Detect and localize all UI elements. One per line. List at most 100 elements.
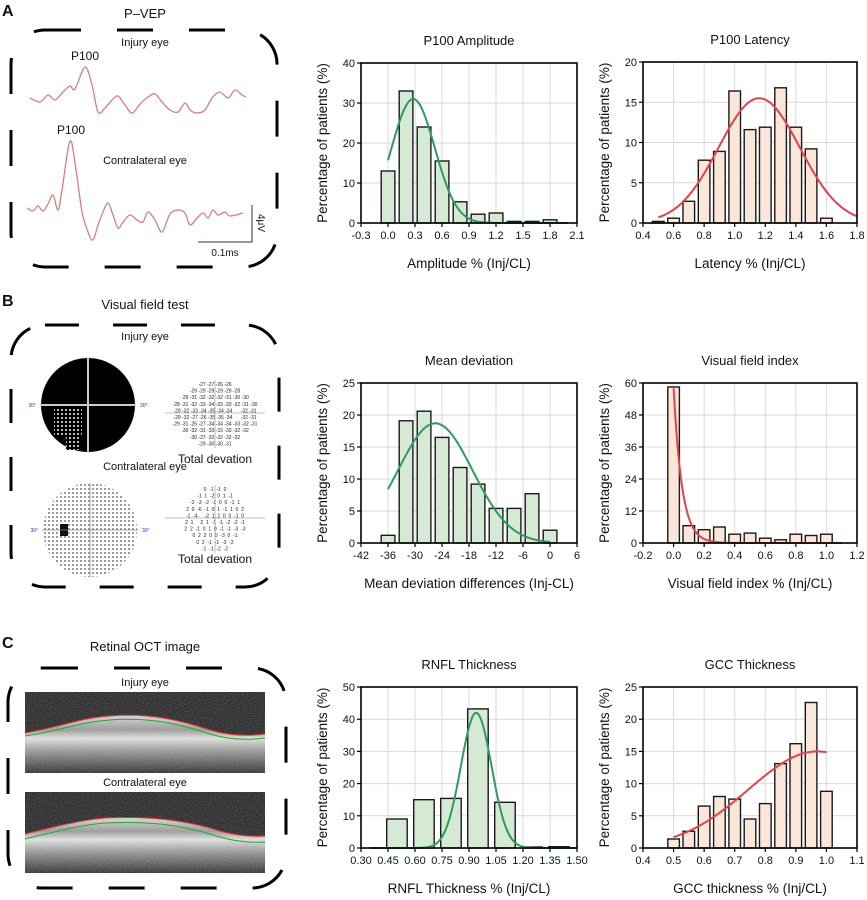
bar xyxy=(728,533,742,544)
vf-degree-label: 30° xyxy=(140,403,148,409)
chart-title: P100 Amplitude xyxy=(423,33,514,48)
y-tick-label: 30 xyxy=(343,98,355,110)
x-tick-label: 1.4 xyxy=(788,230,803,242)
x-tick-label: 1.5 xyxy=(515,230,530,242)
total-deviation-grid-injury: -27 -27 -26 -26-29 -29 -29 -29 -29 -28-2… xyxy=(165,380,265,448)
bar xyxy=(758,126,772,224)
y-axis-label: Percentage of patients (%) xyxy=(597,63,612,223)
x-tick-label: 1.20 xyxy=(512,855,533,867)
x-tick-label: 0.6 xyxy=(696,855,711,867)
panel-c-title: Retinal OCT image xyxy=(90,639,200,654)
bar xyxy=(774,762,788,849)
plot-frame xyxy=(642,382,858,544)
y-tick-label: 36 xyxy=(625,442,637,454)
p100-label-injury: P100 xyxy=(71,49,99,63)
bar xyxy=(712,795,726,849)
x-tick-label: 6 xyxy=(574,550,580,562)
y-tick-label: 0 xyxy=(631,218,637,230)
chart-title: RNFL Thickness xyxy=(421,657,517,672)
p100-label-contra: P100 xyxy=(57,123,85,137)
x-tick-label: 1.0 xyxy=(727,230,742,242)
x-tick-label: -36 xyxy=(380,550,396,562)
bar xyxy=(743,532,757,544)
x-tick-label: -42 xyxy=(353,550,369,562)
x-tick-label: 1.6 xyxy=(819,230,834,242)
bar xyxy=(413,799,435,849)
y-axis-label: Percentage of patients (%) xyxy=(315,383,330,543)
y-tick-label: 24 xyxy=(625,474,637,486)
vf-degree-label: 30° xyxy=(30,528,38,534)
x-axis-label: Latency % (Inj/CL) xyxy=(694,256,805,271)
chart-title: Visual field index xyxy=(701,353,799,368)
bar xyxy=(398,90,414,224)
x-tick-label: 0.9 xyxy=(461,230,476,242)
bar xyxy=(416,126,432,224)
y-tick-label: 0 xyxy=(349,218,355,230)
x-tick-label: -0.2 xyxy=(634,550,653,562)
scale-voltage-label: 4μV xyxy=(255,214,266,232)
panel-letter-b: B xyxy=(2,293,14,310)
y-tick-label: 0 xyxy=(631,843,637,855)
y-tick-label: 15 xyxy=(625,97,637,109)
y-tick-label: 40 xyxy=(343,58,355,70)
panel-a-title: P–VEP xyxy=(124,6,166,21)
bar xyxy=(712,526,726,544)
bar xyxy=(789,743,803,849)
fit-curve xyxy=(673,750,827,839)
x-tick-label: 0.0 xyxy=(666,550,681,562)
x-tick-label: 0 xyxy=(547,550,553,562)
panel-b-frame xyxy=(9,323,281,589)
x-axis-label: Amplitude % (Inj/CL) xyxy=(407,256,531,271)
panel-b-title: Visual field test xyxy=(101,297,189,312)
vep-waveform-contralateral xyxy=(26,140,244,241)
plot-frame xyxy=(360,382,578,544)
fit-curve xyxy=(657,97,858,219)
bar xyxy=(743,818,757,849)
total-deviation-label-contra: Total devation xyxy=(178,552,252,566)
y-tick-label: 10 xyxy=(625,138,637,150)
scale-bar xyxy=(198,205,253,243)
chart-1: -0.3 0.0 0.3 0.6 0.9 1.2 1.5 1.8 2.1 0 10 20 30 40 P10… xyxy=(315,33,585,271)
x-tick-label: 0.7 xyxy=(727,855,742,867)
y-tick-label: 10 xyxy=(343,811,355,823)
y-tick-label: 20 xyxy=(343,410,355,422)
x-tick-label: 0.3 xyxy=(407,230,422,242)
bar xyxy=(819,790,833,849)
fit-curve xyxy=(387,422,551,543)
oct-injury-eye-label: Injury eye xyxy=(121,677,169,689)
x-tick-label: 1.8 xyxy=(849,230,864,242)
y-tick-label: 5 xyxy=(349,506,355,518)
plot-frame xyxy=(360,62,578,224)
y-tick-label: 30 xyxy=(343,746,355,758)
y-tick-label: 5 xyxy=(631,811,637,823)
chart-6: 0.4 0.5 0.6 0.7 0.8 0.9 1.0 1.1 0 5 10 15 20 25 GCC Th… xyxy=(597,657,865,896)
chart-2: 0.4 0.6 0.8 1.0 1.2 1.4 1.6 1.8 0 5 10 15 20 P100 Lat… xyxy=(597,32,865,271)
x-tick-label: 0.0 xyxy=(380,230,395,242)
bar xyxy=(819,533,833,544)
y-tick-label: 40 xyxy=(343,714,355,726)
vf-injury-eye-label: Injury eye xyxy=(121,331,169,343)
x-tick-label: 0.6 xyxy=(666,230,681,242)
bar xyxy=(488,212,504,224)
x-tick-label: 1.2 xyxy=(849,550,864,562)
y-axis-label: Percentage of patients (%) xyxy=(315,63,330,223)
y-axis-label: Percentage of patients (%) xyxy=(315,688,330,848)
x-tick-label: -0.3 xyxy=(352,230,371,242)
x-tick-label: 1.0 xyxy=(819,855,834,867)
x-tick-label: 0.8 xyxy=(758,855,773,867)
bar xyxy=(398,420,414,544)
x-tick-label: 0.8 xyxy=(788,550,803,562)
bar xyxy=(452,466,468,544)
bar xyxy=(470,483,486,544)
oct-image-contralateral xyxy=(24,792,266,873)
x-axis-label: RNFL Thickness % (Inj/CL) xyxy=(388,881,551,896)
bar xyxy=(667,386,681,544)
bar xyxy=(697,805,711,849)
x-tick-label: 1.2 xyxy=(488,230,503,242)
x-tick-label: -24 xyxy=(434,550,450,562)
panel-a-frame xyxy=(9,28,279,269)
x-tick-label: 1.1 xyxy=(849,855,864,867)
bar xyxy=(804,534,818,544)
bar xyxy=(380,534,396,544)
y-tick-label: 5 xyxy=(631,178,637,190)
